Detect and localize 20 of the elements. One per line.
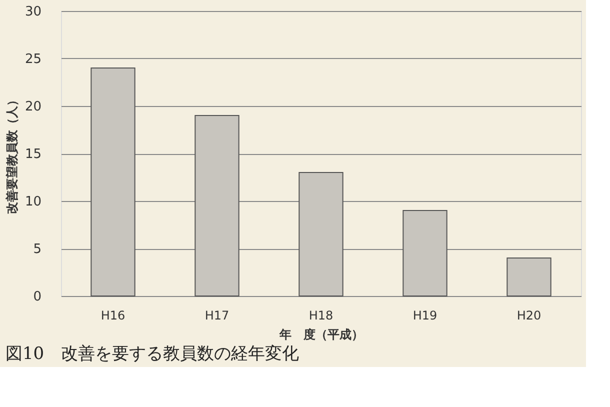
y-axis-title: 改善要望教員数（人） (4, 94, 19, 214)
y-tick-label: 0 (33, 290, 42, 304)
x-tick-label: H17 (204, 308, 230, 322)
text: 図10 改善を要する教員数の経年変化 (5, 344, 300, 364)
x-tick-label: H16 (100, 308, 126, 322)
y-tick-label: 25 (24, 52, 42, 67)
bar (298, 172, 344, 296)
x-axis-title: 年 度（平成） (278, 328, 364, 342)
y-tick-label: 5 (33, 242, 42, 257)
bar (506, 258, 552, 296)
x-tick-label: H19 (412, 308, 438, 322)
y-tick-label: 30 (24, 4, 42, 20)
y-tick-label: 10 (24, 194, 42, 210)
y-tick-label: 15 (24, 147, 42, 162)
y-tick-label: 20 (24, 100, 42, 114)
bar (194, 115, 240, 296)
x-tick-label: H20 (516, 308, 542, 322)
bar (90, 68, 136, 296)
bar (402, 210, 448, 296)
x-tick-label: H18 (308, 308, 334, 322)
